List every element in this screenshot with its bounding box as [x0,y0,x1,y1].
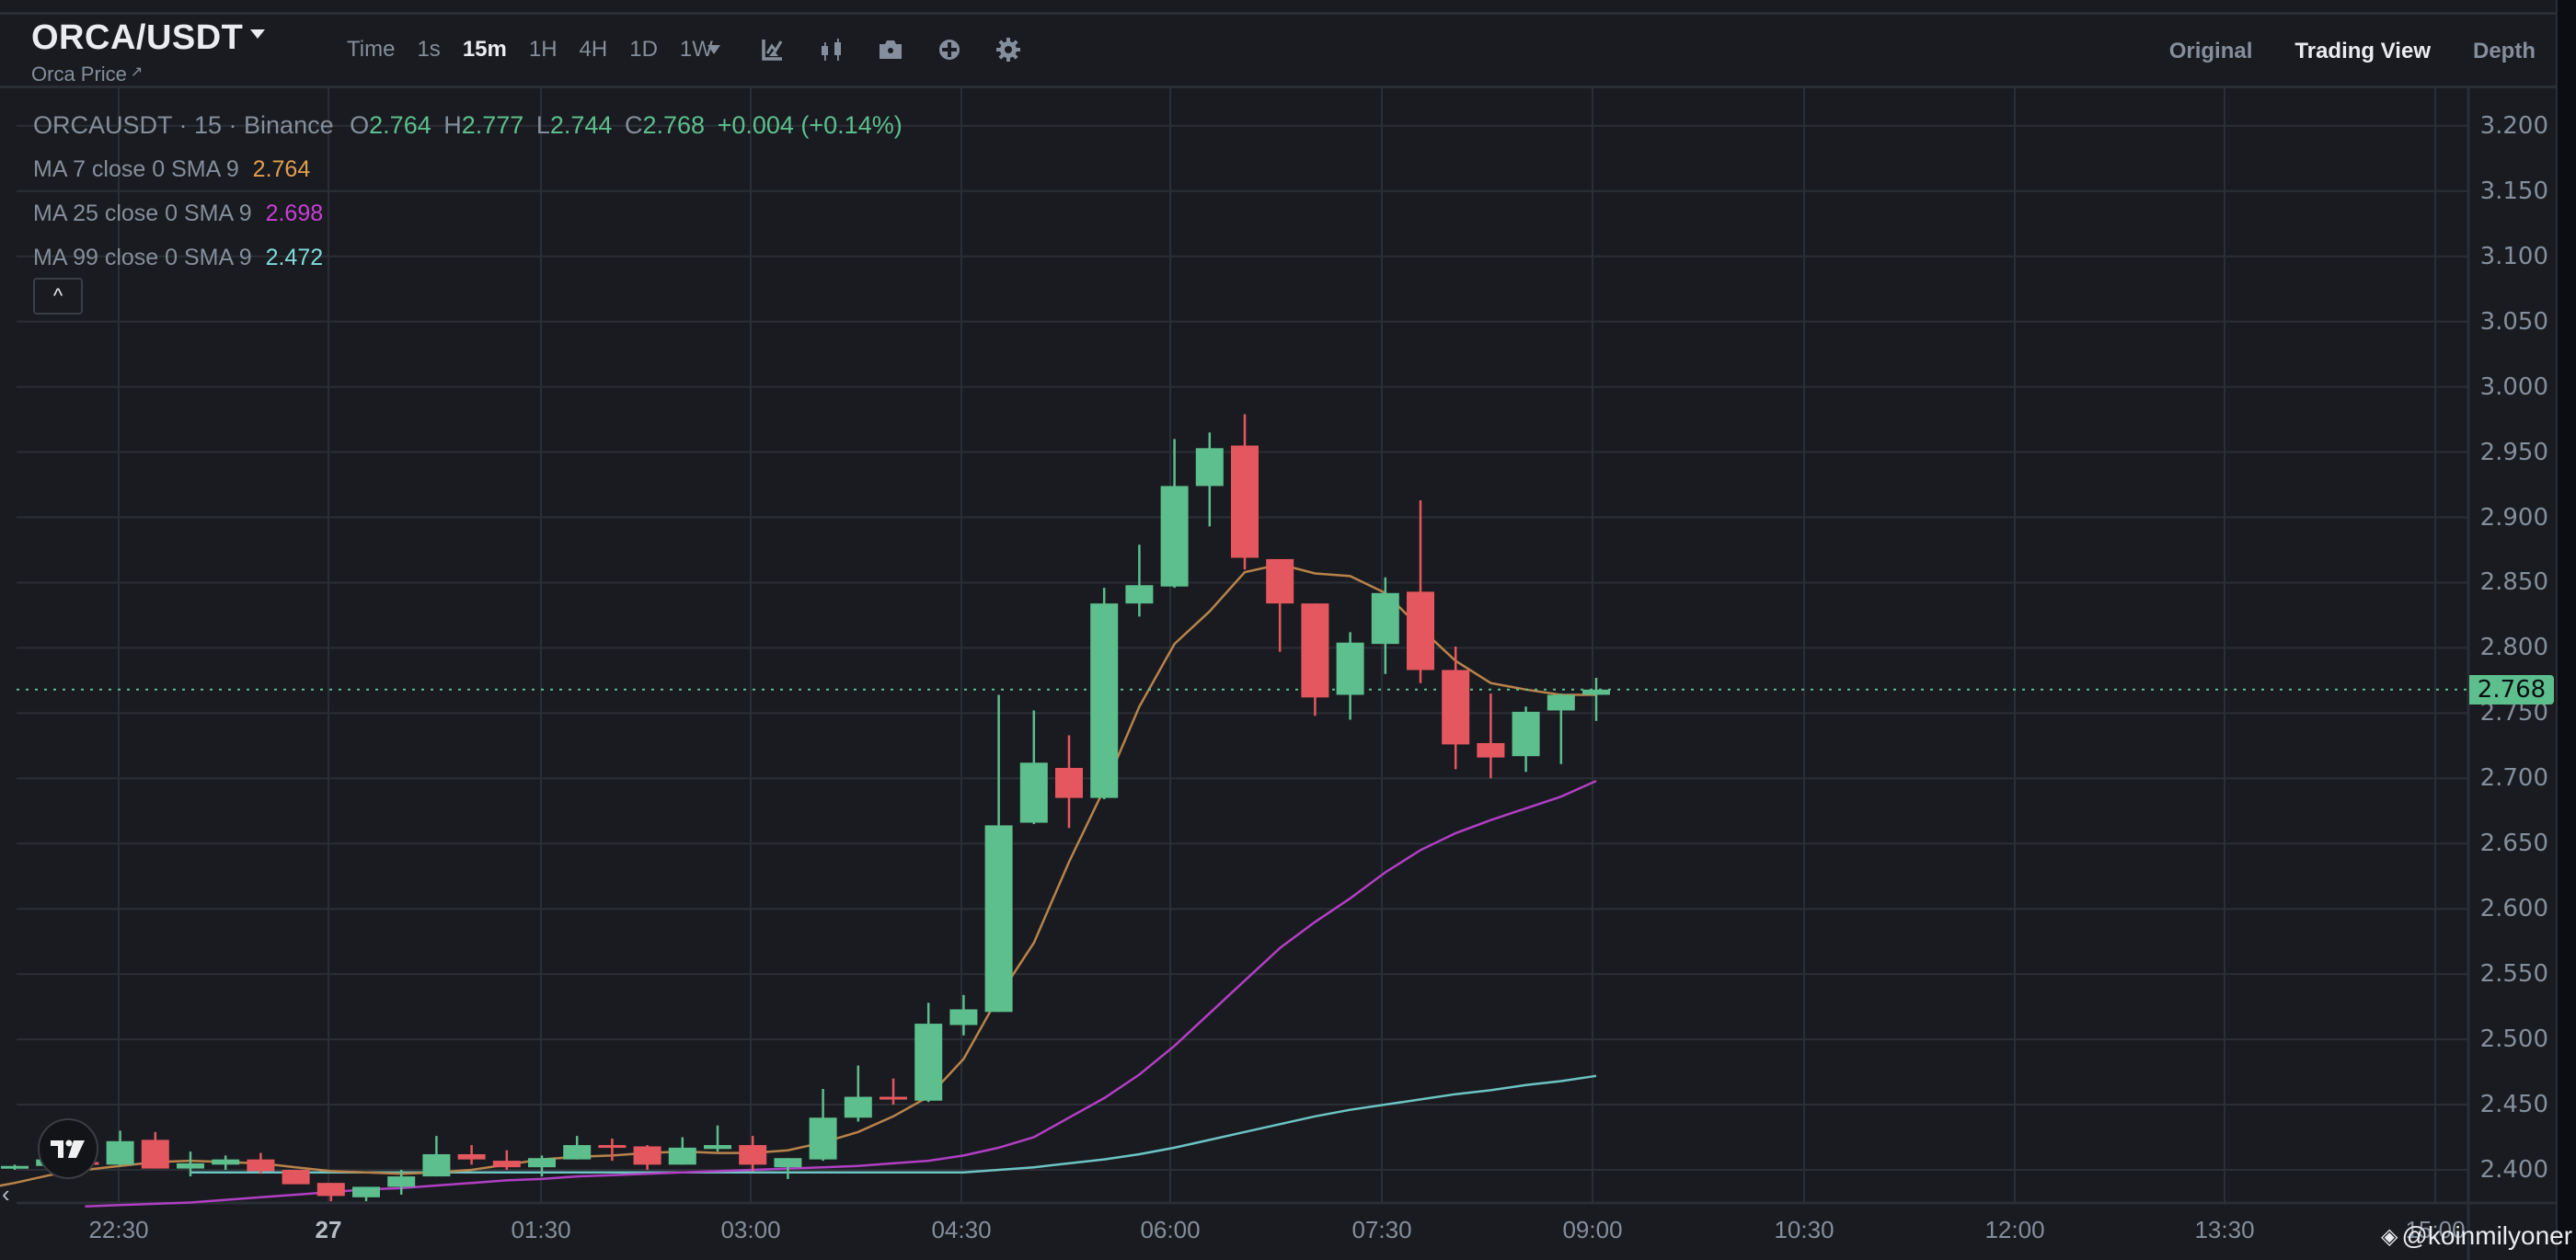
tradingview-logo[interactable] [38,1118,98,1179]
interval-1w[interactable]: 1W [679,37,713,62]
chart-toolbar [699,35,1052,64]
ma7-value: 2.764 [252,156,311,182]
interval-selector: Time 1s 15m 1H 4H 1D 1W [336,37,724,63]
symbol-dropdown-caret-icon[interactable] [250,29,265,39]
time-tick-label: 27 [315,1216,342,1243]
interval-15m[interactable]: 15m [462,37,507,62]
tab-depth[interactable]: Depth [2473,39,2536,63]
chart-legend: ORCAUSDT · 15 · Binance O2.764 H2.777 L2… [33,103,903,280]
price-tick-label: 3.150 [2479,177,2548,205]
price-tick-label: 3.200 [2479,111,2548,140]
price-tick-label: 2.700 [2479,764,2548,793]
low-value: 2.744 [549,111,613,139]
chart-header: ORCA/USDT Orca Price ↗ Time 1s 15m 1H 4H … [0,15,2576,88]
binance-logo-icon: ◈ [2381,1223,2398,1249]
time-tick-label: 09:00 [1562,1216,1623,1243]
price-tick-label: 3.050 [2479,307,2548,336]
chevron-up-icon: ^ [52,284,63,307]
ma7-label: MA 7 close 0 SMA 9 [33,156,239,182]
ma25-value: 2.698 [265,200,324,226]
collapse-legend-button[interactable]: ^ [33,278,83,315]
time-tick-label: 01:30 [511,1216,571,1243]
candlestick-chart-type-icon[interactable] [817,35,846,64]
open-label: O [350,111,370,139]
symbol-interval-exchange: ORCAUSDT · 15 · Binance [33,111,334,139]
time-tick-label: 04:30 [931,1216,992,1243]
price-page-link-label: Orca Price [31,63,127,86]
ma7-row[interactable]: MA 7 close 0 SMA 9 2.764 [33,147,903,191]
price-tick-label: 3.000 [2479,372,2548,401]
high-value: 2.777 [461,111,524,139]
ma99-value: 2.472 [265,245,324,270]
price-tick-label: 2.950 [2479,438,2548,466]
current-price-tag: 2.768 [2469,675,2554,704]
settings-gear-icon[interactable] [994,35,1023,64]
watermark-text: @koinmilyoner [2401,1221,2573,1250]
ma99-label: MA 99 close 0 SMA 9 [33,245,252,270]
symbol-title[interactable]: ORCA/USDT [31,18,244,57]
screenshot-camera-icon[interactable] [876,35,905,64]
price-tick-label: 2.600 [2479,895,2548,923]
external-link-icon: ↗ [130,64,144,80]
interval-4h[interactable]: 4H [579,37,608,62]
more-intervals-dropdown-icon[interactable] [699,35,729,64]
low-label: L [535,111,550,139]
time-tick-label: 22:30 [88,1216,149,1243]
view-mode-tabs: Original Trading View Depth [2127,39,2536,64]
ma99-row[interactable]: MA 99 close 0 SMA 9 2.472 [33,235,903,280]
price-tick-label: 3.100 [2479,242,2548,270]
time-tick-label: 06:00 [1140,1216,1201,1243]
time-tick-label: 15:00 [2405,1216,2466,1243]
time-tick-label: 10:30 [1774,1216,1834,1243]
tab-original[interactable]: Original [2168,39,2253,63]
candlestick-chart[interactable] [0,88,2576,1260]
ma25-row[interactable]: MA 25 close 0 SMA 9 2.698 [33,191,903,235]
price-tick-label: 2.650 [2479,830,2548,858]
time-tick-label: 12:00 [1984,1216,2045,1243]
add-plus-circle-icon[interactable] [935,35,964,64]
price-tick-label: 2.850 [2479,568,2548,597]
interval-1h[interactable]: 1H [528,37,558,62]
ohlc-row: ORCAUSDT · 15 · Binance O2.764 H2.777 L2… [33,103,903,147]
interval-1s[interactable]: 1s [417,37,441,62]
time-tick-label: 07:30 [1351,1216,1412,1243]
price-tick-label: 2.900 [2479,503,2548,532]
price-tick-label: 2.500 [2479,1025,2548,1054]
time-tick-label: 03:00 [720,1216,781,1243]
scroll-left-chevron-icon[interactable]: ‹ [2,1180,10,1208]
tab-trading-view[interactable]: Trading View [2294,39,2431,63]
price-page-link[interactable]: Orca Price ↗ [31,63,143,86]
change-value: +0.004 (+0.14%) [717,111,903,139]
price-tick-label: 2.800 [2479,634,2548,662]
time-tick-label: 13:30 [2194,1216,2255,1243]
price-tick-label: 2.400 [2479,1156,2548,1184]
watermark: ◈ @koinmilyoner [2381,1221,2572,1251]
top-bar [0,0,2576,15]
price-tick-label: 2.550 [2479,960,2548,989]
close-label: C [624,111,643,139]
price-tick-label: 2.450 [2479,1091,2548,1119]
high-label: H [443,111,462,139]
ma25-label: MA 25 close 0 SMA 9 [33,200,252,226]
open-value: 2.764 [369,111,431,139]
indicators-icon[interactable] [758,35,788,64]
window-edge [2556,0,2576,1260]
interval-1d[interactable]: 1D [629,37,658,62]
close-value: 2.768 [642,111,706,139]
interval-time[interactable]: Time [347,37,396,62]
